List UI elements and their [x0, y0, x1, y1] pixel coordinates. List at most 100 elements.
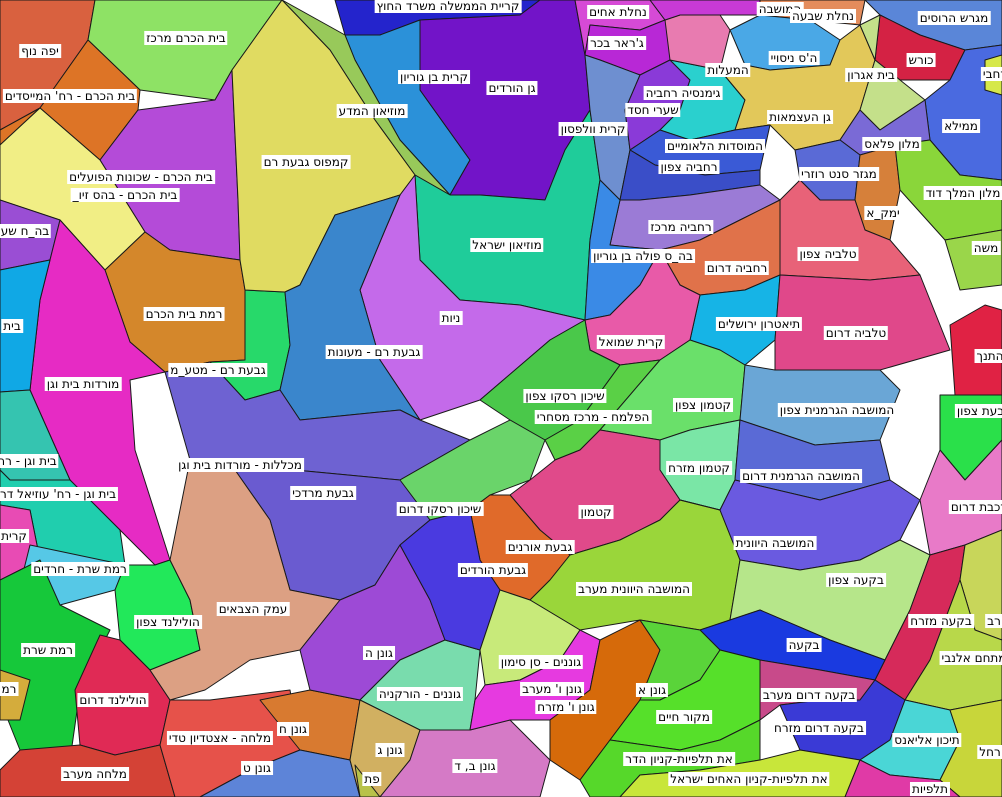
label-greek-colony: המושבה היוונית [733, 536, 817, 550]
label-ramat-sharet-haredim: רמת שרת - חרדים [31, 562, 129, 576]
label-mekor-haim: מקור חיים [656, 710, 712, 724]
label-shaarei-hesed: שערי חסד [625, 103, 681, 117]
label-koresh: כורש [906, 53, 936, 67]
label-rehavia-south: רחביה דרום [704, 261, 770, 275]
label-gonen-alef: גונן א [635, 683, 669, 697]
label-jerusalem-theater: תיאטרון ירושלים [715, 317, 803, 331]
label-kiryat-ben-gurion: קרית בן גוריון [398, 70, 470, 84]
label-experimental-school: ה'ס ניסויי [768, 51, 820, 65]
label-rehavia-center: רחביה מרכז [648, 220, 714, 234]
label-science-museum: מוזיאון המדע [336, 104, 408, 118]
label-independence-park: גן העצמאות [767, 110, 833, 124]
label-beit-hakerem-a: בה_ח שע [0, 224, 52, 238]
label-katamon: קטמון [578, 505, 614, 519]
label-alliance: תיכון אליאנס [892, 733, 962, 747]
label-beit-vagan-a: בית וגן - רח [0, 454, 59, 468]
label-ymca: ימק_א [864, 206, 902, 220]
label-kiryat-shmuel: קרית שמואל [596, 335, 666, 349]
label-israel-museum: מוזיאון ישראל [470, 238, 544, 252]
label-gonenim-san-simon: גוננים - סן סימון [498, 655, 584, 669]
label-emek-hatzvaim: עמק הצבאים [216, 602, 290, 616]
label-beit-hakerem-center: בית הכרם מרכז [144, 31, 228, 45]
region-beit[interactable] [0, 259, 51, 393]
label-rav: רב [985, 614, 1002, 628]
region-hameshulash[interactable] [719, 0, 761, 16]
label-baka-east: בקעה מזרח [908, 614, 974, 628]
label-kiryat-wolfson: קרית וולפסון [558, 122, 628, 136]
label-gonen-t: גונן ט [241, 761, 273, 775]
label-gymnasia-rehavia: גימנסיה רחביה [643, 86, 723, 100]
region-moshe[interactable] [944, 229, 1002, 291]
label-talpiot: תלפיות [909, 782, 951, 796]
label-rehavi: רחבי [980, 67, 1002, 81]
label-nachlat-shiva: נחלת שבעה [790, 9, 856, 23]
label-mordot-beit-vagan: מורדות בית וגן [44, 377, 122, 391]
label-german-colony-north: המושבה הגרמנית צפון [777, 403, 897, 417]
label-national-institutions: המוסדות הלאומיים [665, 139, 765, 153]
label-holyland-south: הולילנד דרום [77, 693, 149, 707]
label-gonen-vav-west: גונן ו' מערב [520, 682, 584, 696]
region-talbiya-south[interactable] [774, 274, 951, 371]
label-palace-hotel: מלון פלאס [862, 137, 922, 151]
label-gonen-g: גונן ג [375, 743, 405, 757]
label-nayot: ניות [439, 311, 463, 325]
label-beit: בית [1, 319, 23, 333]
label-baka-se: בקעה דרום מזרח [772, 721, 866, 735]
label-gonen-h: גונן ח [277, 722, 309, 736]
label-rachel: רחל [977, 745, 1002, 759]
label-moshe: משה [971, 241, 1001, 255]
label-hamaalot: המעלות [705, 63, 751, 77]
label-talbiya-north: טלביה צפון [797, 247, 859, 261]
label-beit-hakerem-school: בית הכרם - בהס זיו_ [70, 188, 180, 202]
label-beit-hakerem-poalim: בית הכרם - שכונות הפועלים [67, 170, 215, 184]
label-malcha-teddy: מלחה - אצטדיון טדי [166, 731, 274, 745]
label-gonen-b-d: גונן ב, ד [452, 759, 498, 773]
label-rehavia-north: רחביה צפון [658, 160, 720, 174]
label-givat-ram-dorms: גבעת רם - מעונות [325, 345, 423, 359]
label-rasko-south: שיכון רסקו דרום [396, 502, 484, 516]
label-talpiot-hadar: את תלפיות-קניון הדר [623, 752, 735, 766]
label-gonenim-horkania: גוננים - הורקניה [376, 687, 464, 701]
label-beit-agron: בית אגרון [845, 68, 897, 82]
label-ramat-beit-hakerem: רמת בית הכרם [143, 307, 225, 321]
label-baka-sw: בקעה דרום מערב [760, 688, 858, 702]
region-emek-hatzvaim[interactable] [149, 459, 341, 701]
label-greek-colony-west: המושבה היוונית מערב [576, 582, 692, 596]
label-baka: בקעה [786, 638, 822, 652]
label-jerar-bakar: ג'ראר בכר [588, 36, 646, 50]
label-givat-ram-mata: גבעת רם - מטע_מ [168, 363, 268, 377]
label-rasko-north: שיכון רסקו צפון [523, 389, 607, 403]
label-palmach: הפלמח - מרכז מסחרי [534, 410, 652, 424]
label-pat: פת [362, 772, 382, 786]
label-allenby: מתחם אלנבי [939, 651, 1002, 665]
label-talbiya-south: טלביה דרום [823, 326, 889, 340]
label-givat-oranim: גבעת אורנים [505, 540, 575, 554]
label-rakevet-south: רכבת דרום [948, 500, 1002, 514]
label-nachlat-achim: נחלת אחים [587, 5, 649, 19]
label-rose-garden: גן הורדים [486, 81, 538, 95]
label-rosary: מגזר סנט רוזרי [799, 167, 879, 181]
label-katamon-north: קטמון צפון [673, 398, 733, 412]
label-gonen-vav-east: גונן ו' מזרח [535, 700, 597, 714]
label-kiryat: קרית [0, 529, 29, 543]
label-german-colony-south: המושבה הגרמנית דרום [740, 469, 862, 483]
label-holyland-north: הולילנד צפון [134, 615, 202, 629]
label-yefe-nof: יפה נוף [19, 44, 61, 58]
label-colleges: מכללות - מורדות בית וגן [176, 458, 304, 472]
label-givat-ram-campus: קמפוס גבעת רם [261, 155, 351, 169]
label-mamilla: ממילא [942, 119, 980, 133]
label-ramat-sharet: רמת שרת [21, 643, 75, 657]
label-tanach: התנך [974, 349, 1002, 363]
label-malcha-west: מלחה מערב [61, 767, 129, 781]
label-government: קריית הממשלה משרד החוץ [374, 0, 522, 13]
label-givat-mordechai: גבעת מרדכי [290, 486, 356, 500]
label-givat-havradim: גבעת הורדים [457, 563, 529, 577]
label-katamon-east: קטמון מזרח [666, 461, 732, 475]
label-beit-hakerem-meyasdim: בית הכרם - רח' המייסדים [2, 89, 138, 103]
label-beit-vagan-uziel: בית וגן - רח' עוזיאל דר [0, 487, 119, 501]
label-russian-compound: מגרש הרוסים [917, 11, 991, 25]
label-gonen-he: גונן ה [363, 646, 395, 660]
label-paula-ben-gurion: בה_ס פולה בן גוריון [591, 249, 695, 263]
label-givat-north: גבעת צפון [954, 404, 1002, 418]
